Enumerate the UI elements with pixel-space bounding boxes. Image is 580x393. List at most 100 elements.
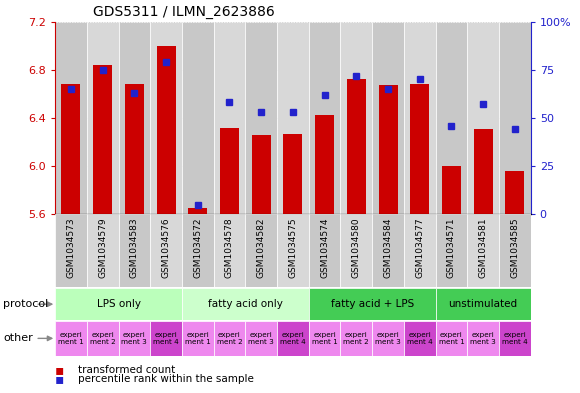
Bar — [118, 214, 150, 287]
Text: GSM1034578: GSM1034578 — [225, 218, 234, 279]
Bar — [277, 214, 309, 287]
Bar — [61, 84, 81, 214]
Text: GSM1034576: GSM1034576 — [162, 218, 171, 279]
Text: experi
ment 3: experi ment 3 — [248, 332, 274, 345]
Bar — [404, 214, 436, 287]
Bar — [277, 22, 309, 214]
Text: experi
ment 1: experi ment 1 — [438, 332, 465, 345]
Text: experi
ment 1: experi ment 1 — [185, 332, 211, 345]
Text: GSM1034580: GSM1034580 — [352, 218, 361, 279]
Bar — [436, 288, 531, 320]
Bar — [55, 321, 87, 356]
Text: ▪: ▪ — [55, 363, 64, 377]
Bar — [55, 214, 87, 287]
Text: GSM1034577: GSM1034577 — [415, 218, 424, 279]
Text: experi
ment 3: experi ment 3 — [121, 332, 147, 345]
Text: experi
ment 4: experi ment 4 — [153, 332, 179, 345]
Text: GSM1034581: GSM1034581 — [478, 218, 488, 279]
Bar — [188, 208, 207, 214]
Bar — [499, 214, 531, 287]
Bar — [182, 214, 213, 287]
Bar — [372, 22, 404, 214]
Bar — [372, 321, 404, 356]
Text: GSM1034585: GSM1034585 — [510, 218, 519, 279]
Bar — [150, 22, 182, 214]
Bar — [118, 321, 150, 356]
Bar — [157, 46, 176, 214]
Bar — [118, 22, 150, 214]
Text: GSM1034572: GSM1034572 — [193, 218, 202, 278]
Bar — [245, 321, 277, 356]
Text: GSM1034574: GSM1034574 — [320, 218, 329, 278]
Bar — [213, 214, 245, 287]
Bar — [467, 214, 499, 287]
Text: experi
ment 2: experi ment 2 — [216, 332, 242, 345]
Bar — [347, 79, 366, 214]
Text: experi
ment 4: experi ment 4 — [280, 332, 306, 345]
Text: experi
ment 4: experi ment 4 — [502, 332, 528, 345]
Bar — [315, 116, 334, 214]
Text: experi
ment 1: experi ment 1 — [311, 332, 338, 345]
Bar — [499, 22, 531, 214]
Bar — [309, 214, 340, 287]
Text: GSM1034571: GSM1034571 — [447, 218, 456, 279]
Bar — [340, 214, 372, 287]
Text: percentile rank within the sample: percentile rank within the sample — [78, 374, 254, 384]
Text: GSM1034573: GSM1034573 — [67, 218, 75, 279]
Bar — [93, 65, 112, 214]
Bar — [55, 288, 182, 320]
Text: GDS5311 / ILMN_2623886: GDS5311 / ILMN_2623886 — [93, 5, 275, 19]
Bar — [87, 321, 118, 356]
Bar — [284, 134, 302, 214]
Text: protocol: protocol — [3, 299, 48, 309]
Bar — [410, 84, 429, 214]
Bar — [150, 214, 182, 287]
Bar — [245, 214, 277, 287]
Text: experi
ment 4: experi ment 4 — [407, 332, 433, 345]
Bar — [245, 22, 277, 214]
Bar — [87, 214, 118, 287]
Bar — [404, 321, 436, 356]
Bar — [220, 127, 239, 214]
Bar — [436, 22, 467, 214]
Text: GSM1034575: GSM1034575 — [288, 218, 298, 279]
Bar — [309, 22, 340, 214]
Text: ▪: ▪ — [55, 372, 64, 386]
Text: unstimulated: unstimulated — [448, 299, 518, 309]
Bar — [372, 214, 404, 287]
Bar — [309, 288, 436, 320]
Text: experi
ment 2: experi ment 2 — [90, 332, 115, 345]
Text: GSM1034582: GSM1034582 — [257, 218, 266, 278]
Bar — [379, 85, 397, 214]
Bar — [499, 321, 531, 356]
Text: experi
ment 2: experi ment 2 — [343, 332, 369, 345]
Bar — [277, 321, 309, 356]
Bar — [436, 321, 467, 356]
Text: GSM1034583: GSM1034583 — [130, 218, 139, 279]
Text: GSM1034579: GSM1034579 — [98, 218, 107, 279]
Bar — [340, 22, 372, 214]
Bar — [125, 84, 144, 214]
Bar — [467, 321, 499, 356]
Bar — [505, 171, 524, 214]
Bar — [213, 22, 245, 214]
Bar — [340, 321, 372, 356]
Text: transformed count: transformed count — [78, 365, 176, 375]
Bar — [150, 321, 182, 356]
Text: experi
ment 3: experi ment 3 — [375, 332, 401, 345]
Text: fatty acid + LPS: fatty acid + LPS — [331, 299, 414, 309]
Bar — [404, 22, 436, 214]
Bar — [252, 135, 271, 214]
Bar — [442, 166, 461, 214]
Bar — [55, 22, 87, 214]
Bar — [436, 214, 467, 287]
Text: experi
ment 3: experi ment 3 — [470, 332, 496, 345]
Bar — [467, 22, 499, 214]
Bar — [182, 321, 213, 356]
Text: experi
ment 1: experi ment 1 — [58, 332, 84, 345]
Bar — [87, 22, 118, 214]
Text: LPS only: LPS only — [96, 299, 140, 309]
Bar — [474, 129, 492, 214]
Bar — [182, 22, 213, 214]
Text: other: other — [3, 333, 32, 343]
